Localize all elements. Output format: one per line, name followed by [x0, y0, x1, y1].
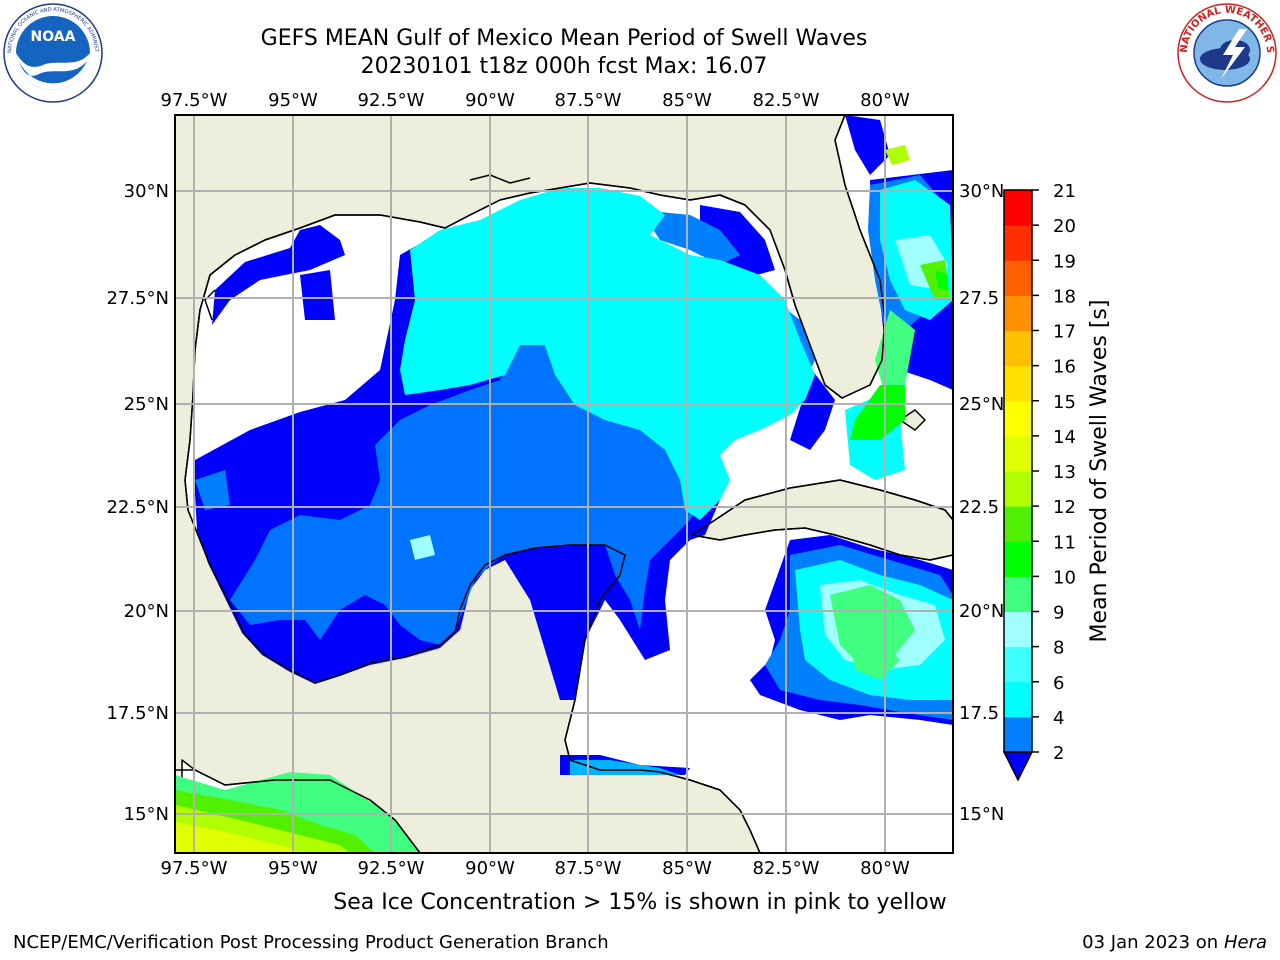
lon-label: 92.5°W: [358, 858, 425, 879]
colorbar-tick-label: 6: [1053, 673, 1064, 694]
lon-label: 82.5°W: [753, 858, 820, 879]
lon-label: 87.5°W: [555, 858, 622, 879]
colorbar-segment: [1004, 260, 1032, 296]
colorbar-extend-arrow: [1002, 751, 1034, 782]
colorbar-tick-label: 21: [1053, 181, 1076, 202]
lat-label: 27.5°N: [106, 288, 169, 309]
lat-label: 15°N: [959, 804, 1004, 825]
map-plot-area: [175, 115, 953, 853]
lat-label: 17.5: [959, 703, 999, 724]
lat-label: 22.5°N: [106, 497, 169, 518]
lat-label: 27.5: [959, 288, 999, 309]
lon-label: 90°W: [465, 90, 515, 111]
footer-host: Hera: [1223, 932, 1267, 953]
lon-label: 95°W: [268, 90, 318, 111]
colorbar-label: Mean Period of Swell Waves [s]: [1087, 300, 1112, 643]
lon-label: 82.5°W: [753, 90, 820, 111]
lat-labels-left: 30°N 27.5°N 25°N 22.5°N 20°N 17.5°N 15°N: [106, 181, 169, 825]
colorbar-tick-label: 18: [1053, 286, 1076, 307]
colorbar-segment: [1004, 400, 1032, 437]
colorbar: 2 4 6 8 9 10 11 12 13 14 15 16 17 18 19 20 21: [1002, 181, 1076, 782]
lat-label: 25°N: [959, 394, 1004, 415]
colorbar-tick-label: 11: [1053, 532, 1076, 553]
lat-label: 15°N: [124, 804, 169, 825]
graticule: [175, 115, 953, 853]
lon-label: 90°W: [465, 858, 515, 879]
lat-label: 17.5°N: [106, 703, 169, 724]
lon-label: 87.5°W: [555, 90, 622, 111]
land-mass: [175, 115, 953, 853]
lon-label: 97.5°W: [161, 858, 228, 879]
noaa-logo: NOAA NATIONAL OCEANIC AND ATMOSPHERIC AD…: [3, 3, 103, 103]
colorbar-segment: [1004, 190, 1032, 226]
footer-date: 03 Jan 2023 on Hera: [1082, 932, 1267, 953]
colorbar-segment: [1004, 435, 1032, 472]
colorbar-tick-label: 15: [1053, 392, 1076, 413]
lat-label: 30°N: [959, 181, 1004, 202]
colorbar-segment: [1004, 716, 1032, 753]
lon-labels-bottom: 97.5°W 95°W 92.5°W 90°W 87.5°W 85°W 82.5…: [161, 858, 910, 879]
colorbar-tick-label: 9: [1053, 603, 1064, 624]
colorbar-tick-label: 14: [1053, 427, 1076, 448]
lon-labels-top: 97.5°W 95°W 92.5°W 90°W 87.5°W 85°W 82.5…: [161, 90, 910, 111]
lat-label: 25°N: [124, 394, 169, 415]
lat-labels-right: 30°N 27.5 25°N 22.5 20°N 17.5 15°N: [959, 181, 1004, 825]
colorbar-segment: [1004, 646, 1032, 683]
lon-label: 97.5°W: [161, 90, 228, 111]
lat-label: 20°N: [959, 601, 1004, 622]
map-title: GEFS MEAN Gulf of Mexico Mean Period of …: [260, 26, 868, 51]
colorbar-tick-label: 13: [1053, 462, 1076, 483]
map-frame: [174, 114, 954, 854]
national-weather-service-logo: NATIONAL WEATHER SERVICE: [1177, 3, 1277, 103]
lon-label: 85°W: [662, 858, 712, 879]
colorbar-tick-label: 19: [1053, 251, 1076, 272]
colorbar-segment: [1004, 471, 1032, 507]
ice-note: Sea Ice Concentration > 15% is shown in …: [333, 890, 947, 915]
colorbar-segment: [1004, 506, 1032, 542]
colorbar-segment: [1004, 681, 1032, 718]
colorbar-tick-label: 10: [1053, 567, 1076, 588]
svg-text:NOAA: NOAA: [31, 29, 76, 45]
colorbar-segment: [1004, 611, 1032, 648]
footer-date-text: 03 Jan 2023 on: [1082, 932, 1224, 953]
colorbar-segment: [1004, 330, 1032, 367]
lat-label: 20°N: [124, 601, 169, 622]
colorbar-tick-label: 4: [1053, 708, 1064, 729]
lon-label: 80°W: [860, 858, 910, 879]
colorbar-tick-label: 20: [1053, 216, 1076, 237]
lon-label: 85°W: [662, 90, 712, 111]
colorbar-segment: [1004, 576, 1032, 612]
colorbar-segment: [1004, 541, 1032, 577]
colorbar-segment: [1004, 365, 1032, 402]
colorbar-segment: [1004, 295, 1032, 331]
colorbar-segment: [1004, 225, 1032, 261]
lon-label: 92.5°W: [358, 90, 425, 111]
colorbar-tick-label: 16: [1053, 357, 1076, 378]
lat-label: 30°N: [124, 181, 169, 202]
colorbar-tick-label: 17: [1053, 322, 1076, 343]
lon-label: 95°W: [268, 858, 318, 879]
swell-period-field: [175, 115, 953, 853]
colorbar-tick-label: 12: [1053, 497, 1076, 518]
footer-credit: NCEP/EMC/Verification Post Processing Pr…: [13, 932, 609, 953]
colorbar-tick-label: 2: [1053, 743, 1064, 764]
lon-label: 80°W: [860, 90, 910, 111]
colorbar-tick-label: 8: [1053, 638, 1064, 659]
map-subtitle: 20230101 t18z 000h fcst Max: 16.07: [360, 54, 768, 79]
lat-label: 22.5: [959, 497, 999, 518]
